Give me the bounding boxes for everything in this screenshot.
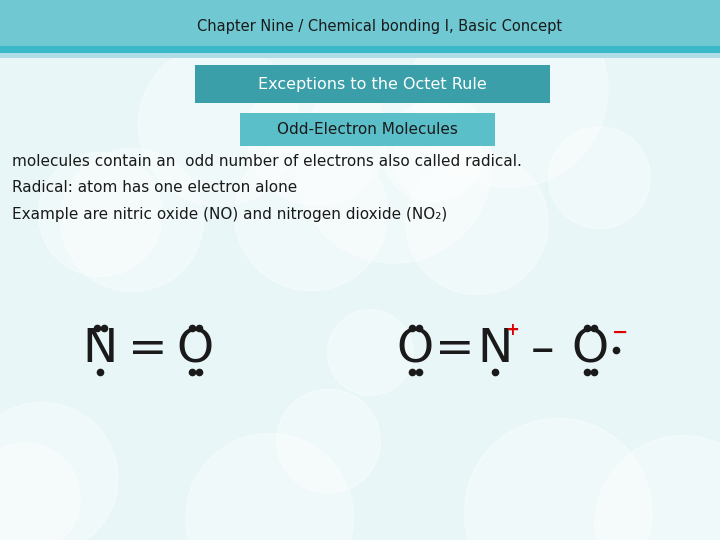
Text: –: – bbox=[531, 327, 554, 373]
Text: Chapter Nine / Chemical bonding I, Basic Concept: Chapter Nine / Chemical bonding I, Basic… bbox=[197, 18, 562, 33]
Circle shape bbox=[595, 436, 720, 540]
Circle shape bbox=[406, 152, 548, 295]
Circle shape bbox=[464, 418, 652, 540]
Circle shape bbox=[276, 389, 380, 493]
Bar bbox=[0, 0, 720, 58]
Text: O: O bbox=[572, 327, 608, 373]
Bar bbox=[0, 0, 720, 48]
Circle shape bbox=[234, 137, 387, 291]
Text: molecules contain an  odd number of electrons also called radical.: molecules contain an odd number of elect… bbox=[12, 154, 522, 170]
Text: O: O bbox=[176, 327, 214, 373]
Text: +: + bbox=[505, 321, 519, 339]
Text: N: N bbox=[82, 327, 117, 373]
Text: −: − bbox=[612, 322, 628, 341]
Circle shape bbox=[186, 434, 354, 540]
Circle shape bbox=[138, 44, 300, 206]
Bar bbox=[195, 65, 550, 103]
Text: =: = bbox=[435, 327, 474, 373]
Text: O: O bbox=[397, 327, 433, 373]
Circle shape bbox=[60, 148, 204, 292]
Circle shape bbox=[295, 67, 492, 263]
Text: Exceptions to the Octet Rule: Exceptions to the Octet Rule bbox=[258, 77, 487, 91]
Circle shape bbox=[328, 310, 413, 395]
Text: N: N bbox=[477, 327, 513, 373]
Text: Odd-Electron Molecules: Odd-Electron Molecules bbox=[277, 122, 458, 137]
Circle shape bbox=[382, 103, 480, 201]
Text: =: = bbox=[127, 327, 167, 373]
Circle shape bbox=[38, 152, 163, 276]
Bar bbox=[0, 46, 720, 53]
Text: Radical: atom has one electron alone: Radical: atom has one electron alone bbox=[12, 180, 297, 195]
Circle shape bbox=[0, 443, 81, 540]
Circle shape bbox=[412, 0, 608, 188]
Text: Example are nitric oxide (NO) and nitrogen dioxide (NO₂): Example are nitric oxide (NO) and nitrog… bbox=[12, 206, 447, 221]
Circle shape bbox=[0, 402, 118, 540]
Circle shape bbox=[247, 66, 387, 206]
Bar bbox=[240, 113, 495, 146]
Circle shape bbox=[549, 127, 650, 228]
Circle shape bbox=[394, 114, 482, 202]
